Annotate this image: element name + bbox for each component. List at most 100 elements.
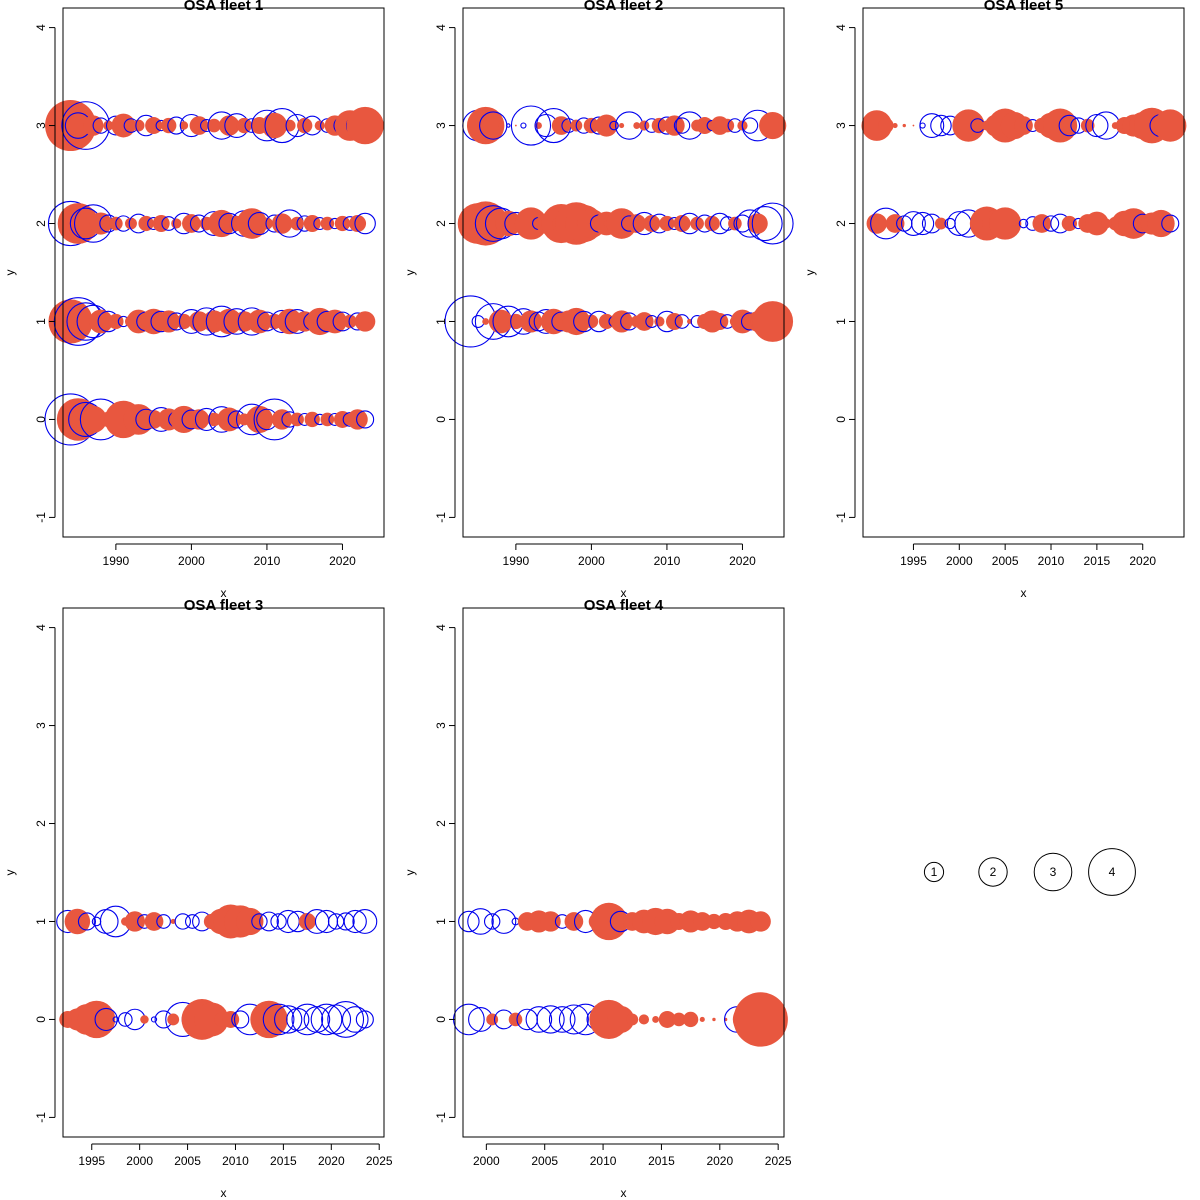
y-tick-label: 3 (34, 722, 48, 729)
negative-bubble (356, 410, 375, 429)
x-tick-label: 2010 (254, 554, 281, 568)
positive-bubble (610, 310, 633, 333)
x-tick-label: 2005 (531, 1154, 558, 1168)
positive-bubble (519, 310, 543, 333)
x-tick-label: 2010 (590, 1154, 617, 1168)
y-tick-label: -1 (34, 1112, 48, 1123)
chart-panel: 1995 2000 2005 2010 2015 2020 -1 0 1 2 3 4 OSA fleet… (803, 0, 1187, 600)
negative-bubble (1058, 114, 1081, 137)
positive-bubble (1014, 116, 1033, 135)
negative-bubble (1018, 218, 1029, 229)
positive-bubble (216, 308, 242, 335)
panel-title: OSA fleet 4 (584, 597, 664, 614)
positive-bubble (583, 117, 600, 134)
positive-bubble (488, 309, 513, 334)
positive-bubble (590, 902, 628, 941)
negative-bubble (352, 909, 378, 934)
positive-bubble (619, 123, 625, 129)
negative-bubble (174, 913, 191, 930)
data-points (44, 100, 384, 446)
y-tick-label: 3 (34, 122, 48, 129)
positive-bubble (140, 1015, 149, 1024)
x-tick-label: 2010 (654, 554, 681, 568)
negative-bubble (336, 912, 355, 931)
y-axis: -1 0 1 2 3 4 (34, 624, 56, 1123)
positive-bubble (271, 213, 293, 234)
negative-bubble (911, 211, 935, 236)
chart-panel: 1995 2000 2005 2010 2015 2020 2025 -1 0 1 2 3 4 OSA f… (3, 597, 393, 1200)
negative-bubble (291, 1003, 324, 1036)
positive-bubble (672, 1012, 686, 1027)
positive-bubble (138, 215, 154, 232)
x-tick-label: 2010 (222, 1154, 249, 1168)
positive-bubble (124, 911, 146, 932)
positive-bubble (627, 214, 647, 233)
x-tick-label: 2010 (1038, 554, 1065, 568)
negative-bubble (548, 1006, 576, 1033)
positive-bubble (64, 908, 91, 935)
y-axis-label: y (803, 270, 817, 276)
positive-bubble (861, 110, 893, 141)
x-tick-label: 2025 (366, 1154, 393, 1168)
x-axis: 1990 2000 2010 2020 (503, 543, 756, 568)
positive-bubble (626, 1013, 639, 1026)
negative-bubble (1161, 214, 1180, 233)
positive-bubble (314, 120, 325, 131)
positive-bubble (1154, 109, 1187, 142)
positive-bubble (1061, 215, 1078, 232)
negative-bubble (355, 1010, 374, 1029)
x-axis: 2000 2005 2010 2015 2020 2025 (473, 1143, 792, 1168)
panel-title: OSA fleet 5 (984, 0, 1063, 14)
bubble-size-legend: 1 2 3 4 (923, 848, 1136, 896)
chart-panel: 1990 2000 2010 2020 -1 0 1 2 3 4 OSA fleet 1 x y (3, 0, 385, 600)
plot-frame (462, 607, 785, 1138)
positive-bubble (276, 308, 303, 335)
y-axis-label: y (3, 870, 17, 876)
negative-bubble (520, 122, 527, 129)
negative-bubble (536, 1005, 565, 1034)
negative-bubble (310, 1003, 343, 1036)
x-axis: 1995 2000 2005 2010 2015 2020 (900, 543, 1156, 568)
legend-bubble (978, 857, 1008, 887)
positive-bubble (298, 912, 316, 930)
negative-bubble (483, 913, 501, 930)
positive-bubble (333, 410, 351, 428)
y-tick-label: 4 (434, 24, 448, 31)
negative-bubble (117, 1012, 133, 1027)
negative-bubble (751, 202, 794, 245)
x-axis-label: x (621, 1186, 627, 1200)
positive-bubble (343, 314, 357, 329)
positive-bubble (564, 912, 584, 931)
x-tick-label: 2005 (992, 554, 1019, 568)
negative-bubble (341, 1006, 369, 1033)
x-tick-label: 2015 (270, 1154, 297, 1168)
negative-bubble (286, 1007, 310, 1032)
positive-bubble (643, 215, 661, 233)
positive-bubble (989, 207, 1022, 240)
x-tick-label: 2025 (765, 1154, 792, 1168)
positive-bubble (562, 307, 590, 336)
positive-bubble (892, 123, 898, 129)
negative-bubble (150, 1016, 158, 1023)
positive-bubble (79, 405, 107, 434)
y-axis: -1 0 1 2 3 4 (834, 24, 856, 523)
positive-bubble (88, 309, 113, 334)
y-axis-label: y (3, 270, 17, 276)
y-tick-label: 0 (34, 1016, 48, 1023)
positive-bubble (902, 123, 906, 128)
panel-title: OSA fleet 2 (584, 0, 663, 14)
legend-label: 1 (931, 865, 938, 879)
positive-bubble (1147, 209, 1175, 238)
positive-bubble (638, 1014, 650, 1025)
negative-bubble (93, 909, 119, 934)
positive-bubble (170, 405, 198, 434)
negative-bubble (919, 113, 945, 139)
x-tick-label: 2015 (1084, 554, 1111, 568)
positive-bubble (247, 309, 272, 334)
x-tick-label: 1995 (78, 1154, 105, 1168)
x-tick-label: 2000 (946, 554, 973, 568)
positive-bubble (733, 992, 788, 1047)
positive-bubble (1100, 218, 1112, 229)
